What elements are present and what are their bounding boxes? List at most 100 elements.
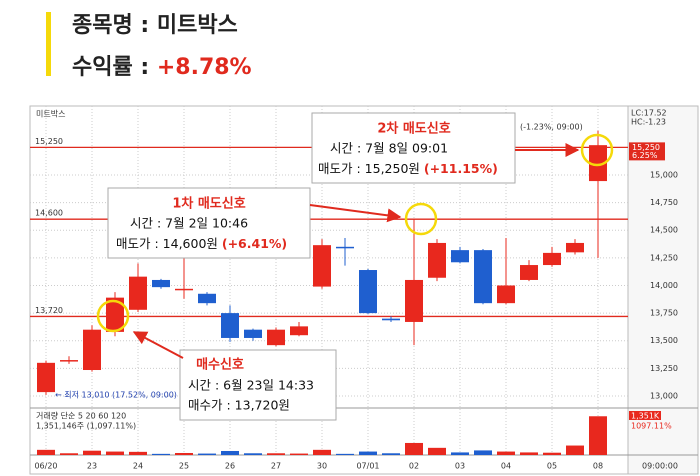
signal-circle (96, 299, 130, 333)
candle-body (313, 245, 331, 287)
stock-label: 종목명 : 미트박스 (72, 13, 238, 38)
arrow (132, 331, 184, 359)
candle-body (359, 270, 377, 314)
info: HC:-1.23 (631, 118, 666, 127)
callout-buy: 매수신호 시간 : 6월 23일 14:33 매수가 : 13,720원 (132, 331, 337, 421)
x-tick-label: 08 (593, 462, 603, 471)
y-tick-label: 13,000 (650, 391, 678, 400)
volume-tag (629, 411, 661, 420)
volume-bar (129, 451, 147, 455)
candle-body (336, 246, 354, 249)
volume-bar (497, 451, 515, 455)
volume-bar (405, 442, 423, 455)
candle-body (428, 242, 446, 278)
volume-bar (336, 453, 354, 455)
callout-price: 매도가 : 14,600원 (+6.41%) (116, 236, 287, 251)
plot: 13,000 13,250 13,500 13,750 14,000 14,250 14,5… (30, 106, 678, 471)
volume-bar (221, 450, 239, 455)
price-tag (629, 142, 665, 161)
y-tick-label: 13,500 (650, 336, 678, 345)
volume-bar (313, 449, 331, 455)
y-tick-label: 15,000 (650, 170, 678, 179)
x-tick-label: 03 (455, 462, 465, 471)
level-label: 15,250 (35, 137, 63, 146)
candle-body (244, 329, 262, 338)
volume-bar (83, 450, 101, 455)
callout-title: 매수신호 (196, 358, 244, 373)
time-label: 09:00:00 (642, 462, 678, 471)
candle-body (497, 285, 515, 304)
x-tick-label: 23 (87, 462, 97, 471)
volume-bar (382, 453, 400, 455)
x-tick-label: 07/01 (356, 462, 379, 471)
pct: (+11.15%) (424, 161, 498, 176)
price-tag-label: 15,250 (632, 143, 660, 152)
info: LC:17.52 (631, 109, 667, 118)
candle-body (83, 329, 101, 371)
signal-circle (580, 133, 614, 167)
candle-body (290, 326, 308, 336)
volume-bar (566, 445, 584, 455)
volume-bar (290, 453, 308, 455)
y-tick-label: 13,750 (650, 309, 678, 318)
volume-tag-pct: 1097.11% (631, 422, 672, 431)
x-tick-label: 02 (409, 462, 419, 471)
y-tick-label: 14,500 (650, 226, 678, 235)
pct: (+6.41%) (222, 236, 287, 251)
callout-2: 2차 매도신호 시간 : 7월 8일 09:01 매도가 : 15,250원 (… (311, 112, 580, 184)
volume-bar (106, 451, 124, 455)
callout-title: 1차 매도신호 (172, 196, 245, 212)
callout-time: 시간 : 6월 23일 14:33 (188, 378, 314, 393)
callout-price: 매수가 : 13,720원 (188, 398, 290, 413)
volume-bar (520, 452, 538, 455)
volume-note: 1,351,146주 (1,097.11%) (36, 422, 136, 431)
x-tick-label: 25 (179, 462, 189, 471)
volume-bar (175, 452, 193, 455)
candle-body (589, 145, 607, 182)
x-tick-label: 24 (133, 462, 143, 471)
callout-box (311, 112, 516, 184)
y-tick-label: 14,000 (650, 281, 678, 290)
volume-tag-label: 1,351K (631, 412, 660, 421)
x-tick-label: 06/20 (34, 462, 57, 471)
volume-bar (60, 453, 78, 455)
candle-body (474, 250, 492, 304)
candle-body (405, 279, 423, 322)
return-value: +8.78% (157, 55, 252, 80)
price-tag-pct: 6.25% (632, 151, 658, 160)
candle-body (60, 360, 78, 362)
volume-bar (267, 453, 285, 455)
arrow (309, 204, 402, 223)
callout-box (179, 349, 337, 421)
volume-bar (37, 449, 55, 455)
candle-body (37, 362, 55, 393)
x-tick-label: 04 (501, 462, 511, 471)
volume-title: 거래량 단순 5 20 60 120 (36, 411, 126, 421)
volume-bar (474, 450, 492, 455)
y-tick-label: 13,250 (650, 364, 678, 373)
signal-circle (404, 202, 438, 236)
chart-title: 미트박스 (36, 109, 65, 119)
callout-title: 2차 매도신호 (377, 121, 450, 137)
price: 매도가 : 14,600원 (116, 236, 222, 251)
candle-body (451, 250, 469, 263)
candle-body (267, 329, 285, 346)
x-tick-label: 26 (225, 462, 235, 471)
x-tick-label: 05 (547, 462, 557, 471)
volume-bar (428, 447, 446, 455)
volume-bar (198, 453, 216, 455)
level-label: 13,720 (35, 306, 63, 315)
callout-time: 시간 : 7월 2일 10:46 (130, 216, 248, 231)
x-tick-label: 30 (317, 462, 327, 471)
candle-body (221, 313, 239, 338)
candle-body (198, 293, 216, 304)
volume-bar (152, 453, 170, 455)
volume-bar (359, 451, 377, 455)
candle-body (566, 242, 584, 253)
x-tick-label: 27 (271, 462, 281, 471)
price: 매도가 : 15,250원 (318, 161, 424, 176)
candle-body (106, 297, 124, 332)
candle-body (543, 252, 561, 266)
callout-price: 매도가 : 15,250원 (+11.15%) (318, 161, 498, 176)
overlay: 미트박스 LC:17.52 HC:-1.23 (-1.23%, 09:00) ←… (36, 109, 678, 471)
